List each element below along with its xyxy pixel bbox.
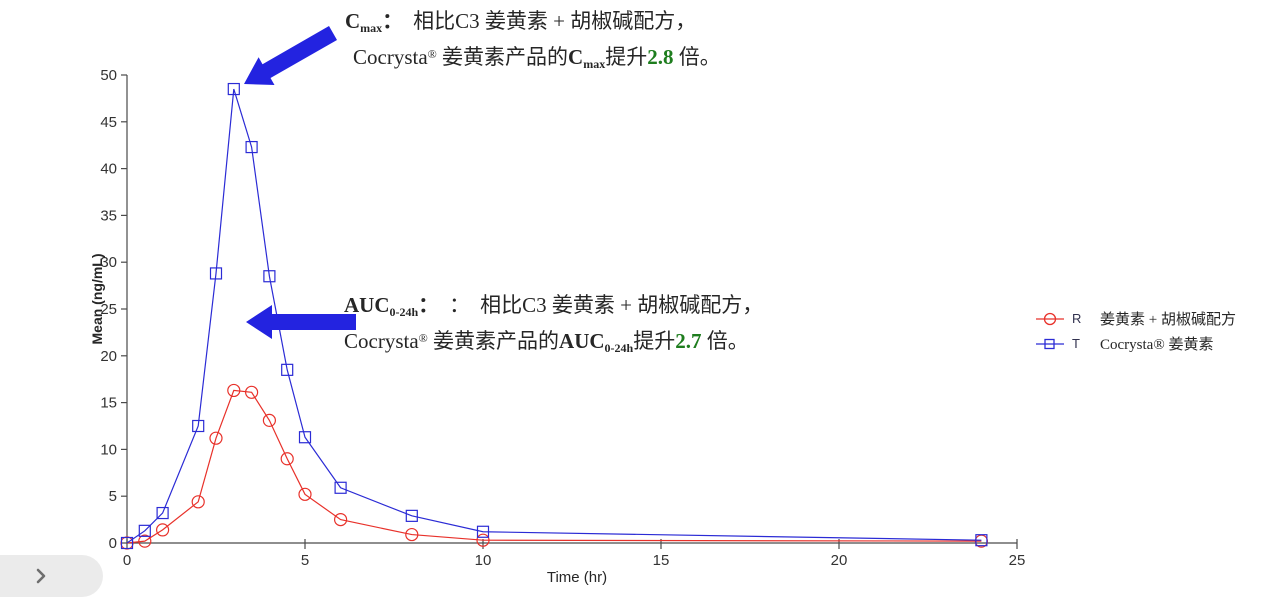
y-tick-label: 15 — [100, 395, 117, 412]
data-point-r — [209, 431, 223, 445]
data-point-t — [138, 524, 151, 537]
data-point-t — [120, 536, 134, 550]
r-series-marker-icon — [1036, 312, 1064, 325]
y-tick-label: 30 — [100, 254, 117, 271]
cmax-annotation-line1: Cmax： 相比C3 姜黄素 + 胡椒碱配方， — [345, 9, 697, 35]
legend-letter-t: T — [1072, 336, 1080, 351]
x-tick-label: 25 — [1009, 552, 1026, 569]
y-tick-label: 10 — [100, 441, 117, 458]
auc-arrow-icon — [246, 305, 356, 339]
axes: 0 5 10 15 20 25 30 35 40 45 50 0 5 10 15 20 25 — [100, 67, 1025, 569]
auc-annotation-line2: Cocrysta® 姜黄素产品的AUC0-24h提升2.7 倍。 — [344, 329, 749, 355]
t-series-marker-icon — [1036, 338, 1064, 349]
data-point-t — [334, 481, 347, 494]
cmax-fold-value: 2.8 — [647, 45, 674, 69]
series-r — [120, 383, 989, 550]
data-point-r — [405, 527, 419, 542]
data-point-r — [280, 452, 294, 466]
data-point-r — [298, 487, 312, 501]
x-axis-title: Time (hr) — [546, 569, 608, 586]
y-tick-label: 50 — [100, 67, 117, 84]
auc-annotation: AUC0-24h：：相比C3 姜黄素 + 胡椒碱配方， Cocrysta® 姜黄… — [344, 292, 763, 361]
data-point-t — [156, 506, 169, 520]
data-point-r — [262, 413, 276, 427]
data-point-r — [245, 385, 259, 399]
x-tick-label: 15 — [653, 552, 670, 569]
data-point-t — [476, 525, 490, 538]
data-point-r — [138, 534, 152, 548]
series-t — [120, 82, 988, 550]
sidebar-expand-button[interactable] — [0, 555, 103, 597]
cmax-annotation-line2: Cocrysta® 姜黄素产品的Cmax提升2.8 倍。 — [353, 45, 721, 71]
x-tick-label: 10 — [475, 552, 492, 569]
data-point-r — [334, 512, 348, 527]
data-point-t — [298, 431, 312, 444]
data-point-t — [192, 419, 205, 433]
y-tick-label: 25 — [100, 301, 117, 318]
data-point-t — [281, 363, 294, 376]
chevron-right-icon — [36, 568, 45, 584]
legend-letter-r: R — [1072, 311, 1082, 326]
auc-fold-value: 2.7 — [675, 329, 702, 353]
data-point-t — [405, 509, 418, 522]
data-point-r — [156, 523, 170, 537]
data-point-r — [227, 383, 241, 398]
y-tick-label: 45 — [100, 114, 117, 131]
cmax-annotation: Cmax： 相比C3 姜黄素 + 胡椒碱配方， Cocrysta® 姜黄素产品的C… — [345, 8, 721, 77]
y-tick-label: 35 — [100, 207, 117, 224]
legend: R 姜黄素 + 胡椒碱配方 T Cocrysta® 姜黄素 — [1035, 306, 1236, 356]
data-point-r — [191, 495, 205, 509]
data-point-t — [263, 270, 276, 283]
y-tick-label: 5 — [109, 488, 117, 505]
x-tick-label: 0 — [123, 552, 131, 569]
cmax-arrow-icon — [244, 26, 337, 85]
y-tick-label: 20 — [100, 348, 117, 365]
data-point-t — [209, 267, 223, 280]
auc-annotation-line1: AUC0-24h：：相比C3 姜黄素 + 胡椒碱配方， — [344, 293, 764, 319]
data-point-t — [245, 140, 258, 154]
y-tick-label: 40 — [100, 161, 117, 178]
legend-label-r: 姜黄素 + 胡椒碱配方 — [1100, 312, 1236, 328]
data-point-t — [227, 82, 240, 96]
data-point-r — [476, 533, 490, 547]
x-tick-label: 5 — [301, 552, 309, 569]
legend-label-t: Cocrysta® 姜黄素 — [1100, 337, 1214, 353]
y-tick-label: 0 — [109, 535, 117, 552]
y-axis-title: Mean (ng/mL) — [89, 253, 105, 345]
x-tick-label: 20 — [831, 552, 848, 569]
legend-item-r: R 姜黄素 + 胡椒碱配方 — [1035, 306, 1236, 331]
legend-item-t: T Cocrysta® 姜黄素 — [1035, 331, 1236, 356]
data-point-t — [975, 534, 988, 547]
